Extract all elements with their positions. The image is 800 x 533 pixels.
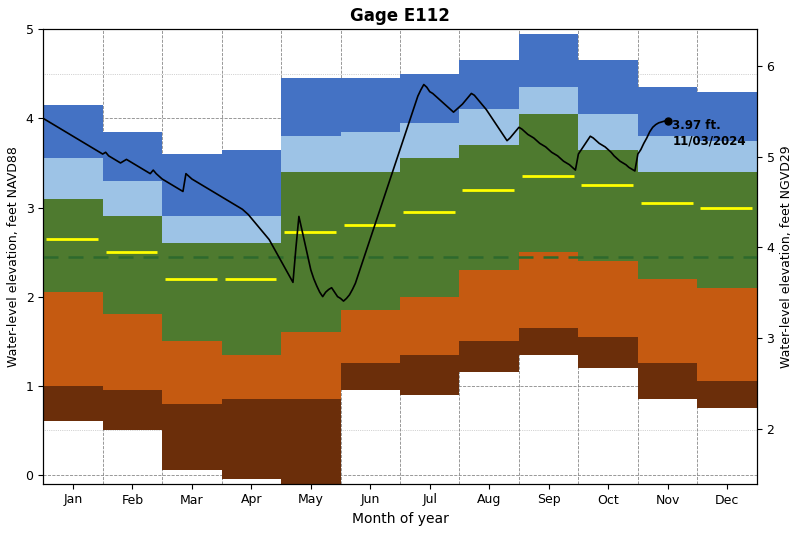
Bar <box>102 216 162 314</box>
Bar <box>519 252 578 328</box>
Bar <box>102 181 162 216</box>
Bar <box>341 310 400 364</box>
Bar <box>698 92 757 141</box>
Bar <box>400 74 459 123</box>
Bar <box>281 172 341 332</box>
Bar <box>578 60 638 114</box>
Bar <box>102 390 162 430</box>
Bar <box>222 243 281 354</box>
Bar <box>459 341 519 373</box>
Bar <box>698 381 757 408</box>
Y-axis label: Water-level elevation, feet NGVD29: Water-level elevation, feet NGVD29 <box>780 145 793 368</box>
Bar <box>459 270 519 341</box>
X-axis label: Month of year: Month of year <box>351 512 449 526</box>
Text: 3.97 ft.
11/03/2024: 3.97 ft. 11/03/2024 <box>672 119 746 147</box>
Bar <box>341 172 400 310</box>
Bar <box>281 78 341 136</box>
Bar <box>698 141 757 172</box>
Bar <box>519 34 578 87</box>
Bar <box>222 216 281 243</box>
Bar <box>519 87 578 114</box>
Bar <box>341 78 400 132</box>
Bar <box>459 109 519 145</box>
Title: Gage E112: Gage E112 <box>350 7 450 25</box>
Bar <box>162 341 222 403</box>
Bar <box>459 145 519 270</box>
Y-axis label: Water-level elevation, feet NAVD88: Water-level elevation, feet NAVD88 <box>7 146 20 367</box>
Bar <box>400 123 459 158</box>
Bar <box>162 403 222 471</box>
Bar <box>638 87 698 136</box>
Bar <box>400 354 459 394</box>
Bar <box>102 314 162 390</box>
Bar <box>102 132 162 181</box>
Bar <box>162 216 222 243</box>
Bar <box>578 114 638 150</box>
Bar <box>281 136 341 172</box>
Bar <box>43 199 102 292</box>
Bar <box>638 172 698 279</box>
Bar <box>43 386 102 422</box>
Bar <box>341 364 400 390</box>
Bar <box>400 158 459 297</box>
Bar <box>341 132 400 172</box>
Bar <box>222 354 281 399</box>
Bar <box>43 158 102 199</box>
Bar <box>222 150 281 216</box>
Bar <box>638 279 698 364</box>
Bar <box>638 364 698 399</box>
Bar <box>162 154 222 216</box>
Bar <box>162 243 222 341</box>
Bar <box>281 399 341 488</box>
Bar <box>400 297 459 354</box>
Bar <box>43 105 102 158</box>
Bar <box>638 136 698 172</box>
Bar <box>578 261 638 337</box>
Bar <box>281 332 341 399</box>
Bar <box>698 172 757 288</box>
Bar <box>519 114 578 252</box>
Bar <box>222 399 281 479</box>
Bar <box>519 328 578 354</box>
Bar <box>43 292 102 386</box>
Bar <box>698 288 757 381</box>
Bar <box>459 60 519 109</box>
Bar <box>578 150 638 261</box>
Bar <box>578 337 638 368</box>
